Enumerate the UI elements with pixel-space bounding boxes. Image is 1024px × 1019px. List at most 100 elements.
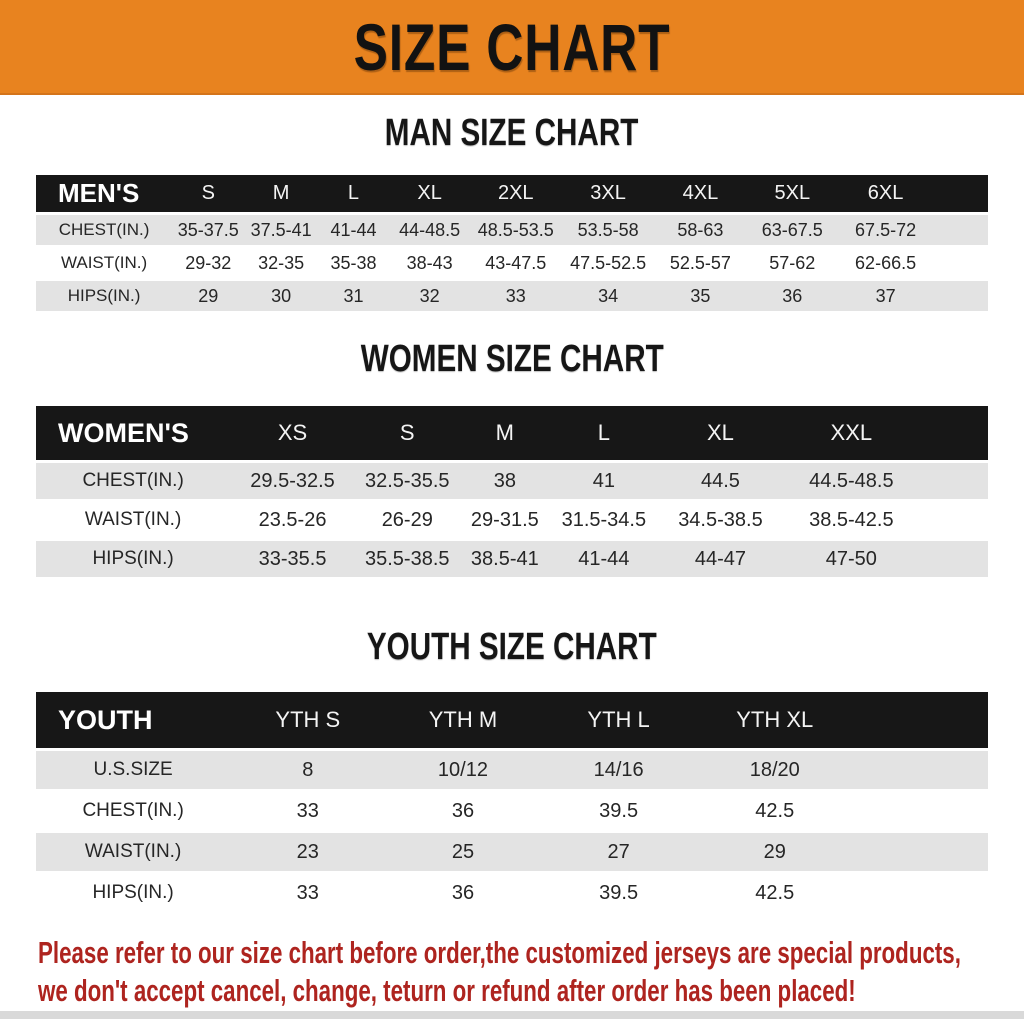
section-title-man: MAN SIZE CHART — [0, 112, 1024, 155]
size-table-women: WOMEN'S XS S M L XL XXL CHEST(IN.) 29.5-32.5 32.5… — [36, 406, 988, 580]
value-cell: 38.5-41 — [470, 547, 539, 570]
section-title-women-text: WOMEN SIZE CHART — [360, 338, 664, 380]
size-header-cell: YTH XL — [736, 707, 814, 732]
value-cell: 8 — [302, 758, 314, 781]
value-cell: 39.5 — [599, 799, 639, 822]
size-table-youth: YOUTH YTH S YTH M YTH L YTH XL U.S.SIZE 8 10/12… — [36, 692, 988, 915]
size-header-cell: XL — [706, 420, 734, 445]
value-cell: 31.5-34.5 — [561, 508, 647, 531]
value-cell: 44.5 — [700, 469, 740, 492]
size-header-cell: M — [272, 182, 290, 204]
row-label-cell: CHEST(IN.) — [82, 470, 184, 491]
value-cell: 38.5-42.5 — [809, 508, 894, 531]
row-label-cell: WAIST(IN.) — [84, 841, 182, 862]
value-cell: 47.5-52.5 — [570, 252, 647, 273]
value-cell: 32-35 — [258, 252, 305, 273]
row-label-cell: CHEST(IN.) — [58, 220, 150, 239]
size-header-cell: S — [399, 420, 415, 445]
size-header-cell: 5XL — [774, 182, 811, 204]
value-cell: 32.5-35.5 — [365, 469, 450, 492]
row-label-cell: CHEST(IN.) — [82, 800, 184, 821]
size-header-cell: YTH L — [587, 707, 650, 732]
size-header-cell: 3XL — [590, 182, 626, 204]
filler-cell — [853, 833, 988, 871]
table-row: CHEST(IN.) 35-37.5 37.5-41 41-44 44-48.5 48.5… — [36, 215, 988, 245]
size-table-men: MEN'S S M L XL 2XL 3XL 4XL 5XL 6XL CHEST(IN.) 35-37… — [36, 175, 988, 314]
value-cell: 33 — [296, 881, 319, 904]
section-title-women: WOMEN SIZE CHART — [0, 338, 1024, 381]
size-header-cell: YTH S — [275, 707, 341, 732]
value-cell: 44-47 — [694, 547, 747, 570]
value-cell: 33 — [296, 799, 319, 822]
value-cell: 29.5-32.5 — [250, 469, 335, 492]
value-cell: 48.5-53.5 — [477, 219, 554, 240]
table-header-row: YOUTH YTH S YTH M YTH L YTH XL — [36, 692, 988, 748]
table-title-cell: WOMEN'S — [58, 417, 189, 448]
size-header-cell: M — [495, 420, 514, 445]
table-header-row: WOMEN'S XS S M L XL XXL — [36, 406, 988, 460]
size-header-cell: YTH M — [428, 707, 498, 732]
filler-cell — [933, 215, 988, 245]
size-header-cell: L — [347, 182, 360, 204]
value-cell: 67.5-72 — [855, 219, 917, 240]
value-cell: 36 — [451, 799, 475, 822]
value-cell: 25 — [451, 840, 475, 863]
size-header-cell: XL — [417, 182, 442, 204]
size-header-cell: L — [597, 420, 610, 445]
row-label-cell: U.S.SIZE — [93, 759, 173, 780]
value-cell: 33 — [505, 285, 526, 306]
row-label-cell: HIPS(IN.) — [67, 286, 141, 305]
value-cell: 58-63 — [677, 219, 724, 240]
table-row: HIPS(IN.) 33-35.5 35.5-38.5 38.5-41 41-44 44-… — [36, 541, 988, 577]
value-cell: 33-35.5 — [258, 547, 327, 570]
table-title-cell: YOUTH — [58, 704, 153, 735]
filler-cell — [919, 463, 988, 499]
value-cell: 29-31.5 — [470, 508, 539, 531]
value-cell: 29-32 — [185, 252, 232, 273]
bottom-divider — [0, 1011, 1024, 1019]
disclaimer: Please refer to our size chart before or… — [38, 934, 1024, 1010]
size-header-cell: 4XL — [682, 182, 719, 204]
value-cell: 18/20 — [749, 758, 800, 781]
value-cell: 41 — [592, 469, 615, 492]
filler-cell — [919, 541, 988, 577]
table-row: WAIST(IN.) 29-32 32-35 35-38 38-43 43-47.5 47.… — [36, 248, 988, 278]
value-cell: 34.5-38.5 — [678, 508, 763, 531]
filler-cell — [933, 175, 988, 212]
value-cell: 29 — [198, 285, 219, 306]
value-cell: 42.5 — [755, 881, 795, 904]
value-cell: 52.5-57 — [669, 252, 731, 273]
table-header-row: MEN'S S M L XL 2XL 3XL 4XL 5XL 6XL — [36, 175, 988, 212]
table-row: CHEST(IN.) 29.5-32.5 32.5-35.5 38 41 44.5 44.5… — [36, 463, 988, 499]
banner: SIZE CHART — [0, 0, 1024, 95]
value-cell: 36 — [451, 881, 475, 904]
value-cell: 57-62 — [769, 252, 816, 273]
value-cell: 26-29 — [381, 508, 433, 531]
size-header-cell: XS — [277, 420, 308, 445]
value-cell: 63-67.5 — [761, 219, 823, 240]
value-cell: 23.5-26 — [258, 508, 327, 531]
row-label-cell: HIPS(IN.) — [92, 548, 174, 569]
row-label-cell: WAIST(IN.) — [60, 253, 148, 272]
value-cell: 42.5 — [755, 799, 795, 822]
value-cell: 27 — [607, 840, 630, 863]
table-row: WAIST(IN.) 23.5-26 26-29 29-31.5 31.5-34.5 34… — [36, 502, 988, 538]
value-cell: 47-50 — [825, 547, 877, 570]
filler-cell — [933, 281, 988, 311]
disclaimer-line-2: we don't accept cancel, change, teturn o… — [38, 973, 856, 1008]
value-cell: 37.5-41 — [250, 219, 312, 240]
size-header-cell: S — [201, 182, 215, 204]
size-header-cell: XXL — [830, 420, 873, 445]
value-cell: 44.5-48.5 — [809, 469, 894, 492]
table-row: WAIST(IN.) 23 25 27 29 — [36, 833, 988, 871]
section-title-man-text: MAN SIZE CHART — [385, 112, 639, 154]
value-cell: 34 — [598, 285, 619, 306]
value-cell: 41-44 — [330, 219, 377, 240]
value-cell: 36 — [782, 285, 803, 306]
filler-cell — [919, 406, 988, 460]
size-header-cell: 6XL — [867, 182, 904, 204]
disclaimer-line-1: Please refer to our size chart before or… — [38, 935, 961, 970]
value-cell: 32 — [419, 285, 440, 306]
value-cell: 38-43 — [406, 252, 453, 273]
filler-cell — [853, 874, 988, 912]
